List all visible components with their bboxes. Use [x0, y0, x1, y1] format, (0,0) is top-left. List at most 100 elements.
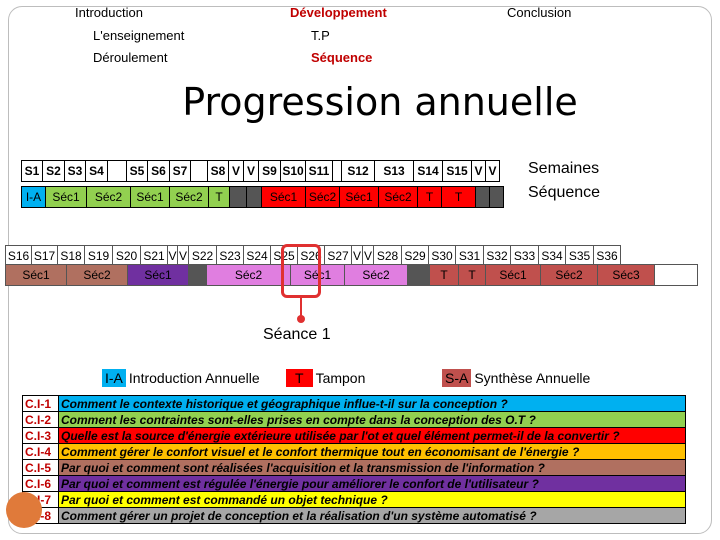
top-sequence-cell	[229, 186, 247, 208]
ci-row: C.I-7Par quoi et comment est commandé un…	[22, 491, 686, 508]
nav-introduction[interactable]: Introduction	[75, 5, 143, 20]
ci-question: Comment les contraintes sont-elles prise…	[58, 411, 686, 428]
nav-sequence[interactable]: Séquence	[311, 50, 373, 65]
bottom-weeks-row: S16 S17 S18 S19 S20 S21 V V S22 S23 S24 S25 S26 S27 V V…	[5, 245, 621, 267]
top-week-cell: S3	[64, 160, 86, 182]
bottom-sequence-cell: T	[458, 264, 486, 286]
top-sequence-cell: T	[208, 186, 230, 208]
week-highlight-box	[281, 244, 321, 298]
top-week-cell: S2	[42, 160, 65, 182]
top-week-cell: V	[471, 160, 486, 182]
top-week-cell: V	[243, 160, 259, 182]
legend-introduction: I-A Introduction Annuelle	[102, 369, 260, 387]
ci-code: C.I-3	[22, 427, 59, 444]
top-sequence-cell: Séc1	[45, 186, 87, 208]
top-sequence-cell: Séc1	[261, 186, 306, 208]
bottom-sequence-cell: Séc1	[485, 264, 541, 286]
top-sequence-cell: Séc1	[339, 186, 379, 208]
top-week-cell: S14	[413, 160, 443, 182]
top-sequence-cell	[489, 186, 504, 208]
logo	[6, 492, 42, 528]
top-week-cell: S10	[280, 160, 306, 182]
top-sequence-cell: Séc2	[305, 186, 340, 208]
legend-text-sa: Synthèse Annuelle	[474, 370, 591, 386]
top-sequence-cell: Séc2	[378, 186, 418, 208]
highlight-connector	[300, 298, 302, 318]
ci-question: Comment le contexte historique et géogra…	[58, 395, 686, 412]
top-week-cell: V	[485, 160, 500, 182]
legend-text-ia: Introduction Annuelle	[128, 370, 260, 386]
ci-row: C.I-6 Par quoi et comment est régulée l'é…	[22, 475, 686, 492]
ci-code: C.I-2	[22, 411, 59, 428]
bottom-sequence-cell	[654, 264, 698, 286]
ci-question: Comment gérer un projet de conception et…	[58, 507, 686, 524]
top-sequence-cell	[475, 186, 490, 208]
bottom-week-cell: S33	[510, 245, 539, 267]
bottom-sequence-cell: Séc2	[66, 264, 128, 286]
ci-row: C.I-3 Quelle est la source d'énergie exté…	[22, 427, 686, 444]
nav-enseignement[interactable]: L'enseignement	[93, 28, 185, 43]
bottom-sequence-cell: Séc2	[344, 264, 408, 286]
top-week-cell: S11	[305, 160, 333, 182]
top-week-cell: S13	[374, 160, 414, 182]
ci-code: C.I-4	[22, 443, 59, 460]
top-week-cell: S9	[258, 160, 281, 182]
bottom-sequence-row: Séc1 Séc2 Séc1 Séc2 Séc1 Séc2 T T Séc1 Séc2 Séc3	[5, 264, 698, 286]
legend-tampon: T Tampon	[286, 369, 365, 387]
top-week-cell: S6	[147, 160, 170, 182]
nav-conclusion[interactable]: Conclusion	[507, 5, 572, 20]
ci-row: C.I-1 Comment le contexte historique et g…	[22, 395, 686, 412]
top-week-cell: S12	[341, 160, 375, 182]
bottom-sequence-cell: Séc1	[127, 264, 189, 286]
top-week-cell: S8	[207, 160, 229, 182]
top-sequence-cell: Séc2	[86, 186, 131, 208]
top-week-cell: V	[228, 160, 244, 182]
ci-table: C.I-1 Comment le contexte historique et g…	[22, 395, 686, 524]
highlight-dot	[297, 315, 305, 323]
legend-synthese: S-A Synthèse Annuelle	[442, 369, 590, 387]
legend-swatch-ia: I-A	[102, 369, 126, 387]
ci-question: Par quoi et comment est commandé un obje…	[58, 491, 686, 508]
ci-question: Comment gérer le confort visuel et le co…	[58, 443, 686, 460]
seance-label: Séance 1	[263, 326, 331, 343]
ci-code: C.I-5	[22, 459, 59, 476]
page-title: Progression annuelle	[182, 80, 578, 124]
ci-row: C.I-2 Comment les contraintes sont-elles …	[22, 411, 686, 428]
sequence-label: Séquence	[528, 184, 601, 201]
top-week-cell: S1	[21, 160, 43, 182]
top-weeks-row: S1 S2 S3 S4 S5 S6 S7 S8 V V S9 S10 S11 S12 S13 S14 S15 V V	[21, 160, 500, 182]
ci-code: C.I-1	[22, 395, 59, 412]
bottom-sequence-cell: Séc1	[5, 264, 67, 286]
ci-question: Par quoi et comment sont réalisées l'acq…	[58, 459, 686, 476]
top-sequence-cell	[246, 186, 262, 208]
nav-developpement[interactable]: Développement	[290, 5, 387, 20]
semaines-label: Semaines	[528, 160, 600, 177]
ci-code: C.I-6	[22, 475, 59, 492]
nav-deroulement[interactable]: Déroulement	[93, 50, 168, 65]
top-sequence-cell: Séc2	[169, 186, 209, 208]
bottom-sequence-cell: Séc1	[290, 264, 345, 286]
top-week-cell: S7	[169, 160, 191, 182]
bottom-sequence-cell: T	[429, 264, 459, 286]
top-sequence-cell: T	[441, 186, 476, 208]
legend-swatch-sa: S-A	[442, 369, 472, 387]
ci-question: Par quoi et comment est régulée l'énergi…	[58, 475, 686, 492]
ci-row: C.I-5 Par quoi et comment sont réalisées …	[22, 459, 686, 476]
top-week-cell: S15	[442, 160, 472, 182]
top-week-cell	[107, 160, 127, 182]
bottom-sequence-cell: Séc3	[597, 264, 655, 286]
top-sequence-cell: Séc1	[130, 186, 170, 208]
bottom-week-cell: S19	[84, 245, 113, 267]
top-week-cell	[190, 160, 208, 182]
legend-text-t: Tampon	[315, 370, 366, 386]
top-sequence-cell: I-A	[21, 186, 46, 208]
ci-row: C.I-8Comment gérer un projet de concepti…	[22, 507, 686, 524]
top-sequence-cell: T	[417, 186, 442, 208]
top-week-cell: S5	[126, 160, 148, 182]
nav-tp[interactable]: T.P	[311, 28, 330, 43]
bottom-sequence-cell: Séc2	[540, 264, 598, 286]
ci-question: Quelle est la source d'énergie extérieur…	[58, 427, 686, 444]
legend-swatch-t: T	[286, 369, 313, 387]
bottom-sequence-cell: Séc2	[206, 264, 291, 286]
top-week-cell: S4	[85, 160, 108, 182]
